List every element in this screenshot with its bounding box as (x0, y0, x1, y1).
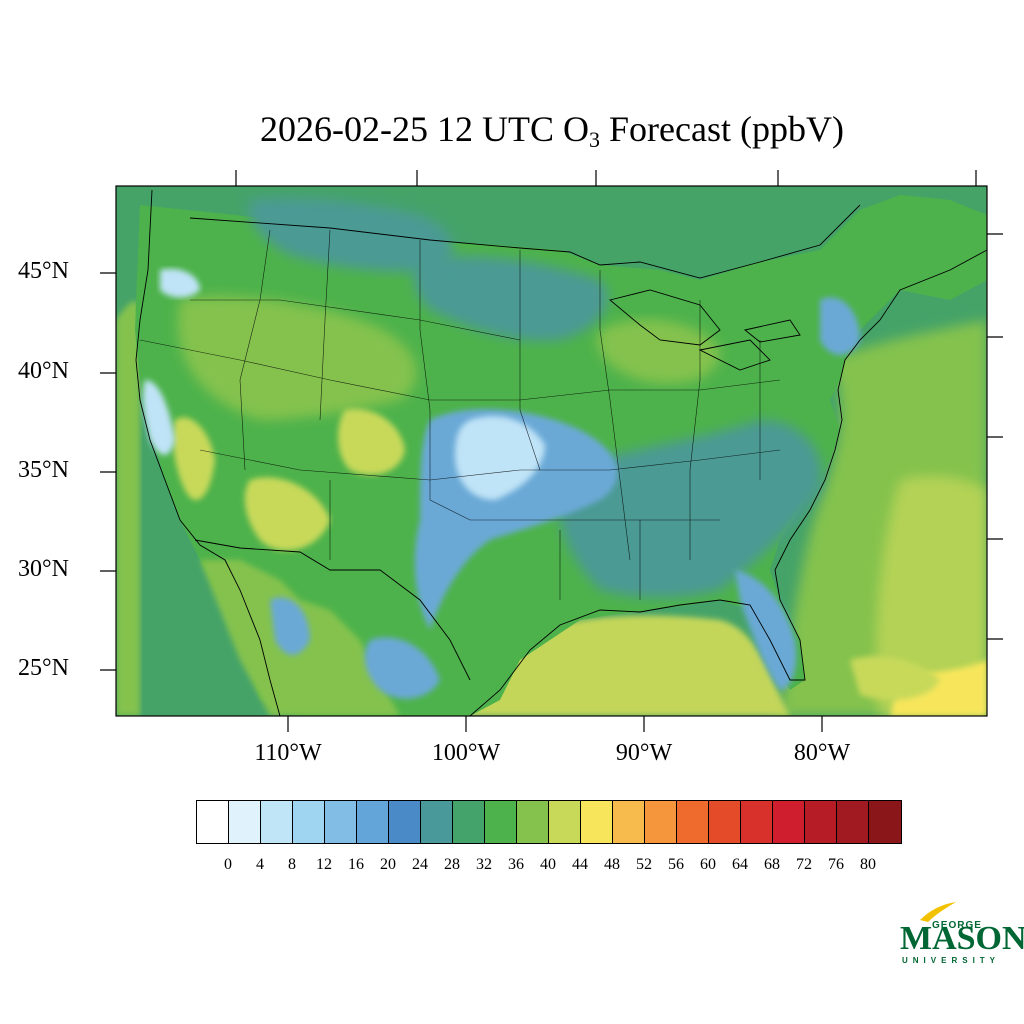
colorbar-box-19 (805, 801, 837, 843)
colorbar-label-44: 44 (572, 856, 588, 873)
colorbar-box-5 (357, 801, 389, 843)
colorbar-label-64: 64 (732, 856, 748, 873)
tick-marks (100, 170, 1003, 732)
colorbar-label-72: 72 (796, 856, 812, 873)
coastline-east (774, 249, 987, 571)
colorbar-box-12 (581, 801, 613, 843)
colorbar-box-2 (261, 801, 293, 843)
colorbar-box-11 (549, 801, 581, 843)
colorbar-label-36: 36 (508, 856, 524, 873)
colorbar-label-80: 80 (860, 856, 876, 873)
gmu-logo: GEORGE MASON UNIVERSITY (898, 900, 1024, 970)
coastline-gulf (469, 569, 806, 716)
colorbar-label-52: 52 (636, 856, 652, 873)
lat-label-35n: 35°N (18, 457, 69, 483)
colorbar-box-16 (709, 801, 741, 843)
colorbar (196, 800, 902, 844)
colorbar-box-9 (485, 801, 517, 843)
coastline-west (135, 189, 281, 716)
colorbar-box-15 (677, 801, 709, 843)
map-frame (115, 185, 988, 717)
logo-swoosh-icon (920, 902, 956, 922)
colorbar-box-17 (741, 801, 773, 843)
colorbar-label-48: 48 (604, 856, 620, 873)
great-lakes (609, 289, 801, 371)
colorbar-box-18 (773, 801, 805, 843)
lon-label-100w: 100°W (431, 740, 501, 766)
colorbar-box-13 (613, 801, 645, 843)
colorbar-label-8: 8 (288, 856, 296, 873)
us-canada-border (189, 204, 861, 279)
colorbar-label-56: 56 (668, 856, 684, 873)
colorbar-label-24: 24 (412, 856, 428, 873)
lat-label-45n: 45°N (18, 258, 69, 284)
colorbar-box-4 (325, 801, 357, 843)
lon-label-110w: 110°W (254, 740, 322, 766)
colorbar-box-10 (517, 801, 549, 843)
colorbar-label-32: 32 (476, 856, 492, 873)
lat-label-25n: 25°N (18, 655, 69, 681)
colorbar-label-60: 60 (700, 856, 716, 873)
colorbar-label-16: 16 (348, 856, 364, 873)
colorbar-box-14 (645, 801, 677, 843)
colorbar-label-12: 12 (316, 856, 332, 873)
colorbar-box-8 (453, 801, 485, 843)
us-mexico-border (194, 539, 471, 681)
lat-label-30n: 30°N (18, 556, 69, 582)
colorbar-label-4: 4 (256, 856, 264, 873)
lon-label-90w: 90°W (615, 740, 673, 766)
colorbar-label-40: 40 (540, 856, 556, 873)
colorbar-label-76: 76 (828, 856, 844, 873)
colorbar-label-0: 0 (224, 856, 232, 873)
map-title: 2026-02-25 12 UTC O3 Forecast (ppbV) (260, 109, 844, 152)
colorbar-box-21 (869, 801, 901, 843)
colorbar-box-3 (293, 801, 325, 843)
colorbar-box-6 (389, 801, 421, 843)
colorbar-label-20: 20 (380, 856, 396, 873)
lat-label-40n: 40°N (18, 358, 69, 384)
colorbar-label-68: 68 (764, 856, 780, 873)
colorbar-label-28: 28 (444, 856, 460, 873)
colorbar-box-1 (229, 801, 261, 843)
lon-label-80w: 80°W (793, 740, 851, 766)
colorbar-box-0 (197, 801, 229, 843)
colorbar-box-20 (837, 801, 869, 843)
state-lines (139, 229, 781, 600)
colorbar-box-7 (421, 801, 453, 843)
